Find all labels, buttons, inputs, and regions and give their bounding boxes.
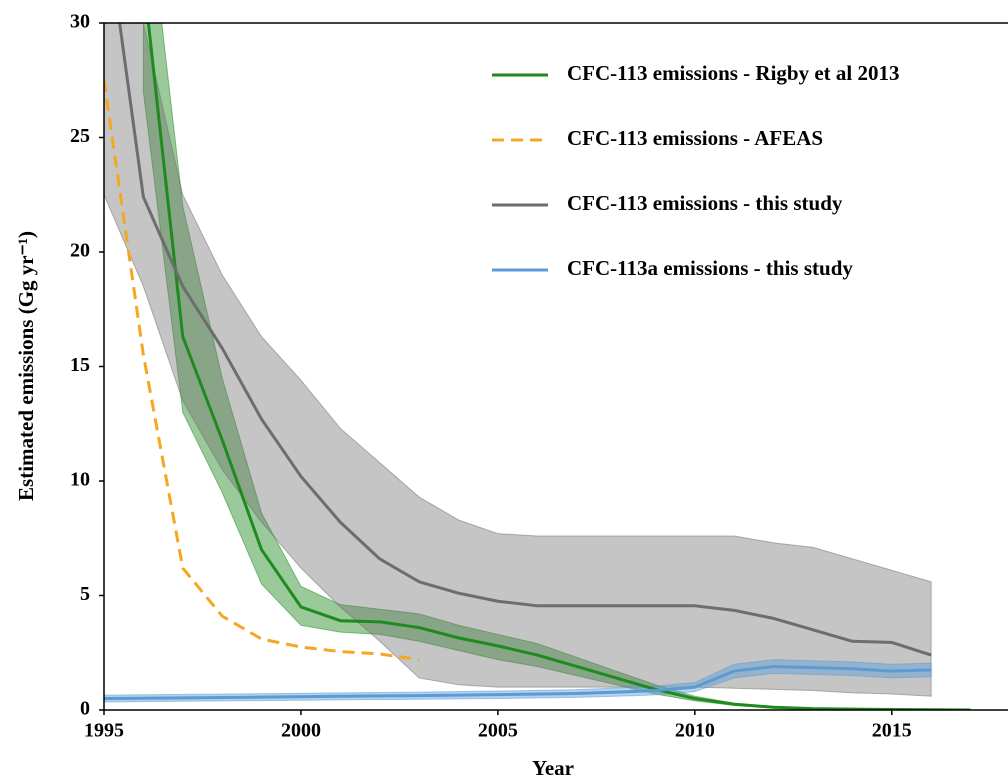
legend-label: CFC-113a emissions - this study [567,256,853,280]
x-tick-label: 1995 [84,720,124,742]
y-tick-label: 25 [70,125,90,147]
legend-label: CFC-113 emissions - Rigby et al 2013 [567,61,900,85]
x-tick-label: 2000 [281,720,321,742]
x-axis-label: Year [532,756,574,780]
y-tick-label: 20 [70,240,90,262]
y-tick-label: 0 [80,698,90,720]
y-tick-label: 5 [80,583,90,605]
uncertainty-band [142,23,972,710]
series-line [146,23,971,710]
legend-label: CFC-113 emissions - AFEAS [567,126,823,150]
series-line [104,80,420,662]
series-line [104,664,932,701]
plot-area [104,23,972,710]
y-tick-label: 15 [70,354,90,376]
x-tick-label: 2005 [478,720,518,742]
legend-label: CFC-113 emissions - this study [567,191,843,215]
y-axis-label: Estimated emissions (Gg yr⁻¹) [14,231,38,501]
uncertainty-band [104,659,932,703]
series-line [118,23,932,657]
uncertainty-band [104,23,932,697]
x-tick-label: 2015 [872,720,912,742]
x-tick-label: 2010 [675,720,715,742]
y-tick-label: 10 [70,469,90,491]
y-tick-label: 30 [70,11,90,33]
